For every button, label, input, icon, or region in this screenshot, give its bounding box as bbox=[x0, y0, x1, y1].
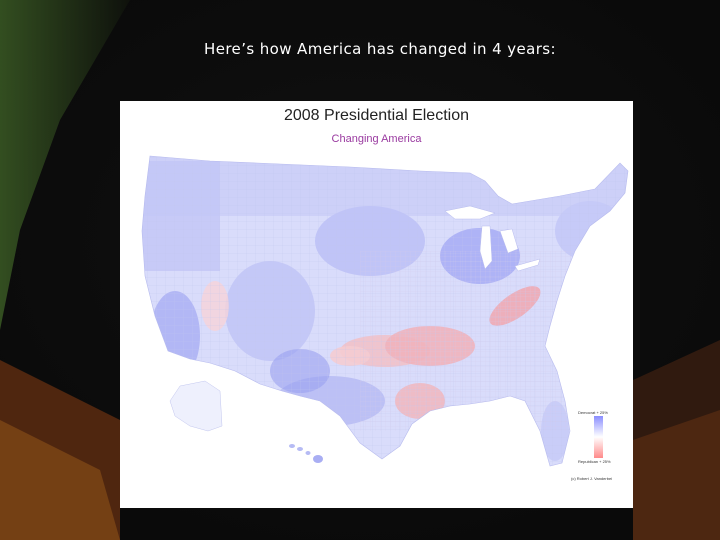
orange-swoosh-light bbox=[0, 420, 120, 540]
legend-color-bar bbox=[594, 416, 603, 458]
alaska bbox=[169, 380, 223, 432]
map-credit: (c) Robert J. Vanderbei bbox=[571, 476, 613, 481]
map-panel: 2008 Presidential Election Changing Amer… bbox=[120, 101, 633, 508]
county-lines-east bbox=[360, 251, 590, 431]
map-title: 2008 Presidential Election bbox=[283, 107, 469, 124]
lake-superior bbox=[444, 205, 496, 220]
legend-top-label: Democrat + 25% bbox=[578, 410, 608, 415]
us-county-map bbox=[141, 155, 629, 467]
hawaii bbox=[289, 444, 323, 463]
slide-title: Here’s how America has changed in 4 year… bbox=[204, 40, 556, 58]
mainland bbox=[141, 155, 629, 467]
lake-michigan bbox=[479, 225, 493, 270]
lake-erie bbox=[514, 258, 541, 272]
lake-huron bbox=[499, 228, 519, 254]
green-swoosh bbox=[0, 0, 130, 330]
legend-bottom-label: Republican + 25% bbox=[578, 459, 611, 464]
brown-swoosh-right-light bbox=[633, 410, 720, 540]
mainland-outline bbox=[141, 155, 629, 467]
map-subtitle: Changing America bbox=[331, 133, 422, 145]
